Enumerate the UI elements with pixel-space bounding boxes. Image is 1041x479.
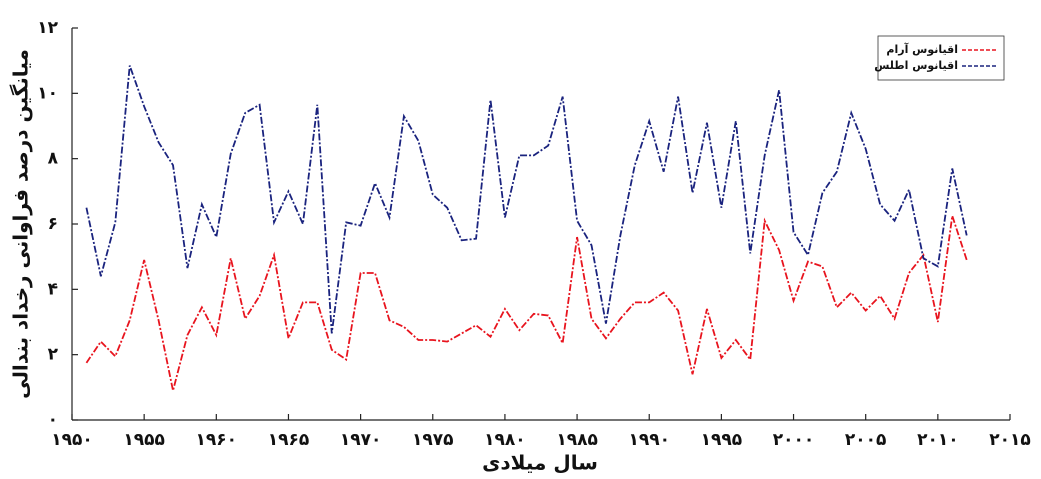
x-tick-label: ۱۹۷۰ [340,430,382,450]
x-axis-label: سال میلادی [482,451,598,475]
y-tick-label: ۰ [48,410,58,430]
x-tick-label: ۱۹۷۵ [412,430,454,450]
x-tick-label: ۱۹۶۵ [268,430,310,450]
x-tick-label: ۱۹۹۰ [628,430,670,450]
y-tick-label: ۶ [48,214,58,234]
y-tick-label: ۱۲ [37,18,58,38]
x-tick-label: ۲۰۱۵ [989,430,1031,450]
y-axis-label: میانگین درصد فراوانی رخداد بندالی [9,49,33,399]
y-tick-label: ۱۰ [37,83,58,103]
y-tick-label: ۲ [48,345,59,365]
x-tick-label: ۱۹۹۵ [701,430,743,450]
x-tick-label: ۱۹۶۰ [196,430,238,450]
x-tick-label: ۲۰۰۵ [845,430,887,450]
series-line [85,215,968,391]
series-line [85,65,968,334]
x-tick-label: ۲۰۰۰ [773,430,815,450]
x-tick-label: ۱۹۸۵ [556,430,598,450]
legend-box [877,35,1005,81]
x-tick-label: ۲۰۱۰ [917,430,959,450]
legend-label: اقیانوس آرام [886,42,958,56]
x-tick-label: ۱۹۵۰ [51,430,93,450]
y-tick-label: ۸ [48,149,59,169]
legend-label: اقیانوس اطلس [874,59,958,72]
y-tick-label: ۴ [48,279,58,299]
x-tick-label: ۱۹۸۰ [484,430,526,450]
x-tick-label: ۱۹۵۵ [123,430,165,450]
